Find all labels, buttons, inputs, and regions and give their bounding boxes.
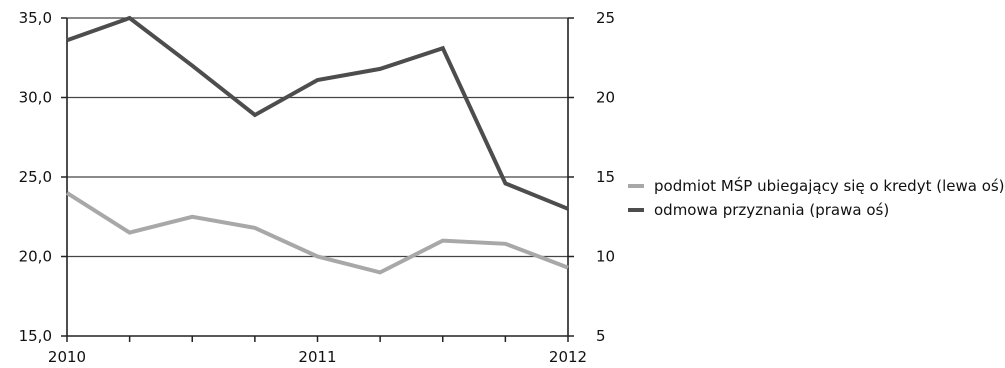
legend-label-2: odmowa przyznania (prawa oś) xyxy=(654,201,889,219)
legend-label-1: podmiot MŚP ubiegający się o kredyt (lew… xyxy=(654,176,1005,195)
gridlines xyxy=(67,17,568,258)
right-axis-tick-label: 15 xyxy=(596,168,615,186)
axes xyxy=(61,17,574,342)
right-axis-tick-label: 20 xyxy=(596,89,615,107)
left-axis-tick-label: 30,0 xyxy=(19,89,52,107)
right-axis-tick-label: 10 xyxy=(596,248,615,266)
series-line-1 xyxy=(65,191,569,275)
right-axis-tick-label: 5 xyxy=(596,327,606,345)
x-axis-tick-label: 2011 xyxy=(298,348,336,366)
left-axis-tick-label: 25,0 xyxy=(19,168,52,186)
series-line-2 xyxy=(66,15,569,211)
right-axis-tick-label: 25 xyxy=(596,9,615,27)
left-axis-tick-label: 35,0 xyxy=(19,9,52,27)
x-axis-tick-label: 2010 xyxy=(48,348,86,366)
tick-labels: 15,0 20,0 25,0 30,0 35,0 5 10 15 20 25 2010 2011 201… xyxy=(19,9,616,366)
left-axis-tick-label: 15,0 xyxy=(19,327,52,345)
series-lines xyxy=(65,15,569,275)
legend: podmiot MŚP ubiegający się o kredyt (lew… xyxy=(628,176,1005,219)
x-axis-tick-label: 2012 xyxy=(549,348,587,366)
left-axis-tick-label: 20,0 xyxy=(19,248,52,266)
